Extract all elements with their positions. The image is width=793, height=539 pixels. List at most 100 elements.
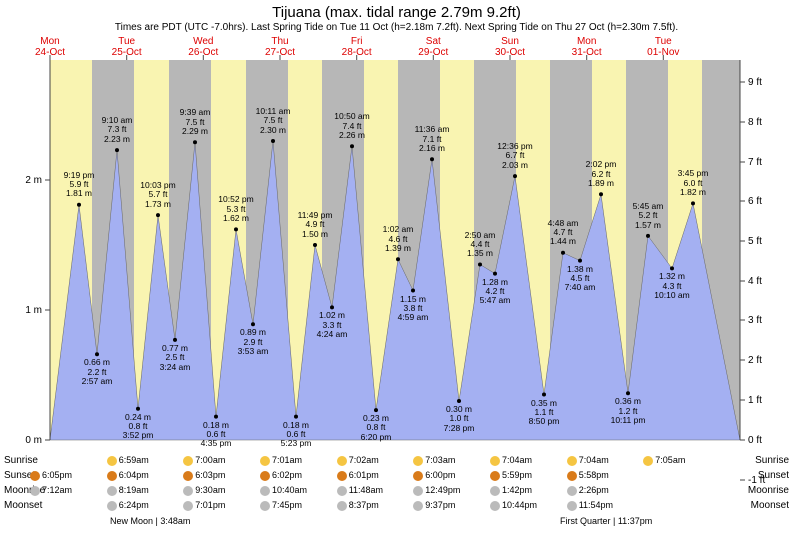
moon-icon (567, 471, 577, 481)
date-label: Sat29-Oct (395, 36, 471, 58)
tide-label: 1.32 m4.3 ft10:10 am (654, 272, 689, 300)
svg-text:4 ft: 4 ft (748, 276, 762, 287)
moon-icon (260, 471, 270, 481)
moon-icon (30, 471, 40, 481)
date-label: Tue01-Nov (625, 36, 701, 58)
sun-icon (260, 456, 270, 466)
svg-text:1 ft: 1 ft (748, 395, 762, 406)
date-label: Tue25-Oct (89, 36, 165, 58)
moon-icon (107, 471, 117, 481)
astro-cell: 10:40am (260, 485, 307, 496)
date-label: Thu27-Oct (242, 36, 318, 58)
moon-icon (337, 471, 347, 481)
gray-icon (337, 486, 347, 496)
svg-text:0 ft: 0 ft (748, 435, 762, 446)
astro-cell: 7:05am (643, 455, 685, 466)
astro-cell: 7:04am (490, 455, 532, 466)
astro-cell: 1:42pm (490, 485, 532, 496)
tide-label: 10:50 am7.4 ft2.26 m (334, 112, 369, 140)
gray-icon (183, 501, 193, 511)
sun-icon (337, 456, 347, 466)
footer-row-label: Sunset (758, 470, 789, 481)
astro-cell: 7:12am (30, 485, 72, 496)
sun-icon (413, 456, 423, 466)
tide-label: 0.23 m0.8 ft6:20 pm (361, 414, 392, 442)
svg-text:7 ft: 7 ft (748, 157, 762, 168)
moon-icon (413, 471, 423, 481)
svg-text:1 m: 1 m (25, 305, 42, 316)
tide-label: 10:11 am7.5 ft2.30 m (256, 107, 291, 135)
tide-label: 5:45 am5.2 ft1.57 m (633, 202, 664, 230)
footer-row-label: Moonrise (748, 485, 789, 496)
footer-row-label: Moonset (751, 500, 789, 511)
tide-label: 0.18 m0.6 ft4:35 pm (201, 421, 232, 449)
tide-label: 0.35 m1.1 ft8:50 pm (529, 399, 560, 427)
gray-icon (490, 486, 500, 496)
gray-icon (490, 501, 500, 511)
tide-label: 1.38 m4.5 ft7:40 am (565, 265, 596, 293)
gray-icon (107, 501, 117, 511)
tide-label: 2:50 am4.4 ft1.35 m (465, 231, 496, 259)
svg-text:9 ft: 9 ft (748, 77, 762, 88)
svg-text:3 ft: 3 ft (748, 315, 762, 326)
gray-icon (413, 501, 423, 511)
sun-icon (567, 456, 577, 466)
tide-label: 0.77 m2.5 ft3:24 am (160, 344, 191, 372)
tide-label: 0.36 m1.2 ft10:11 pm (611, 397, 646, 425)
sun-icon (183, 456, 193, 466)
gray-icon (260, 501, 270, 511)
tide-label: 12:36 pm6.7 ft2.03 m (497, 142, 532, 170)
tide-label: 9:10 am7.3 ft2.23 m (102, 116, 133, 144)
tide-label: 0.89 m2.9 ft3:53 am (238, 328, 269, 356)
gray-icon (567, 486, 577, 496)
gray-icon (337, 501, 347, 511)
gray-icon (107, 486, 117, 496)
tide-label: 11:49 pm4.9 ft1.50 m (298, 211, 333, 239)
astro-cell: 7:02am (337, 455, 379, 466)
svg-text:5 ft: 5 ft (748, 236, 762, 247)
moon-icon (183, 471, 193, 481)
gray-icon (183, 486, 193, 496)
footer-row-label: Sunrise (4, 455, 38, 466)
astro-cell: 10:44pm (490, 500, 537, 511)
moon-phase-note: First Quarter | 11:37pm (560, 516, 652, 526)
tide-label: 0.18 m0.6 ft5:23 pm (281, 421, 312, 449)
astro-cell: 7:04am (567, 455, 609, 466)
astro-cell: 7:00am (183, 455, 225, 466)
sun-icon (107, 456, 117, 466)
astro-cell: 6:24pm (107, 500, 149, 511)
astro-cell: 5:58pm (567, 470, 609, 481)
astro-cell: 6:59am (107, 455, 149, 466)
moon-icon (490, 471, 500, 481)
tide-label: 0.66 m2.2 ft2:57 am (82, 358, 113, 386)
moon-phase-note: New Moon | 3:48am (110, 516, 190, 526)
footer-row-label: Moonset (4, 500, 42, 511)
date-label: Sun30-Oct (472, 36, 548, 58)
svg-text:0 m: 0 m (25, 435, 42, 446)
astro-cell: 7:03am (413, 455, 455, 466)
date-label: Wed26-Oct (165, 36, 241, 58)
astro-cell: 9:37pm (413, 500, 455, 511)
tide-chart: Tijuana (max. tidal range 2.79m 9.2ft) T… (0, 0, 793, 539)
tide-label: 0.30 m1.0 ft7:28 pm (444, 405, 475, 433)
astro-cell: 7:45pm (260, 500, 302, 511)
gray-icon (260, 486, 270, 496)
astro-cell: 8:37pm (337, 500, 379, 511)
date-label: Mon24-Oct (12, 36, 88, 58)
astro-cell: 5:59pm (490, 470, 532, 481)
footer-row-label: Sunrise (755, 455, 789, 466)
tide-label: 4:48 am4.7 ft1.44 m (548, 219, 579, 247)
gray-icon (567, 501, 577, 511)
sun-icon (490, 456, 500, 466)
astro-cell: 11:48am (337, 485, 383, 496)
tide-label: 3:45 pm6.0 ft1.82 m (678, 169, 709, 197)
tide-label: 1:02 am4.6 ft1.39 m (383, 225, 414, 253)
svg-text:8 ft: 8 ft (748, 117, 762, 128)
astro-cell: 2:26pm (567, 485, 609, 496)
tide-label: 1.15 m3.8 ft4:59 am (398, 295, 429, 323)
tide-label: 1.02 m3.3 ft4:24 am (317, 311, 348, 339)
astro-cell: 6:04pm (107, 470, 149, 481)
tide-label: 1.28 m4.2 ft5:47 am (480, 278, 511, 306)
astro-cell: 6:01pm (337, 470, 379, 481)
tide-label: 9:39 am7.5 ft2.29 m (180, 108, 211, 136)
